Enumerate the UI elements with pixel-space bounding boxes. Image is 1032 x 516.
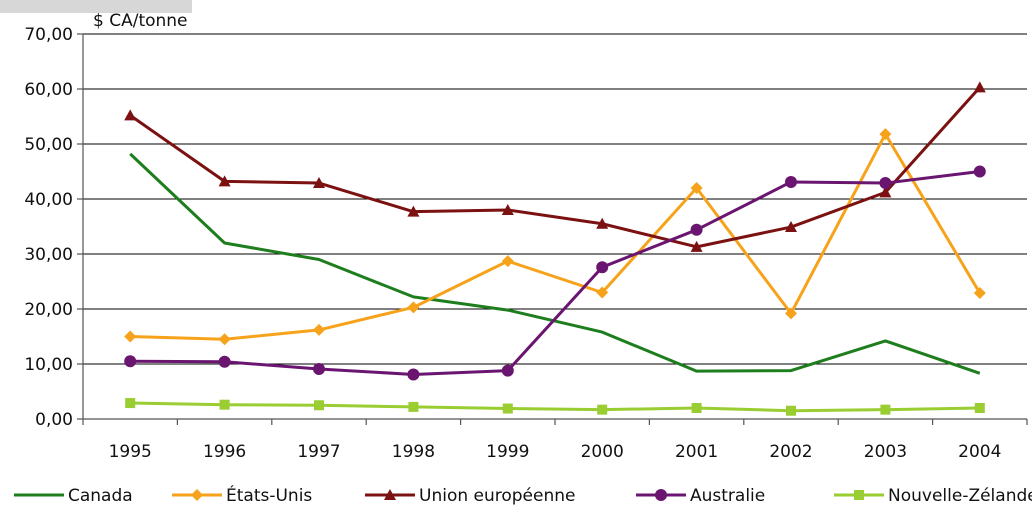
- data-point: [596, 286, 609, 299]
- data-point: [786, 405, 796, 416]
- data-point: [597, 404, 608, 415]
- data-point: [313, 323, 325, 336]
- data-point: [974, 403, 985, 413]
- data-point: [407, 301, 420, 314]
- y-tick-label: 60,00: [24, 80, 73, 100]
- series-line: [129, 152, 981, 375]
- x-tick-label: 2000: [581, 442, 624, 462]
- data-point: [879, 128, 892, 141]
- data-point: [690, 223, 703, 236]
- data-point: [124, 109, 137, 121]
- data-point: [596, 217, 609, 229]
- x-tick-label: 1999: [486, 442, 529, 462]
- data-point: [218, 175, 231, 187]
- legend-swatch-marker: [191, 489, 203, 501]
- legend-item: Nouvelle-Zélande: [834, 486, 1032, 506]
- data-point: [785, 307, 797, 320]
- series-line: [130, 132, 982, 341]
- data-point: [408, 401, 419, 412]
- legend-item: Union européenne: [365, 486, 576, 506]
- series: [124, 81, 986, 416]
- legend-label: Union européenne: [419, 486, 576, 506]
- legend-label: Canada: [68, 486, 133, 506]
- y-tick-label: 50,00: [24, 135, 73, 155]
- x-tick-label: 1998: [392, 442, 435, 462]
- legend-item: Canada: [14, 486, 133, 506]
- data-point: [973, 287, 986, 300]
- gridlines: [83, 33, 1027, 365]
- data-point: [218, 333, 231, 346]
- legend-label: Nouvelle-Zélande: [888, 486, 1032, 506]
- legend-swatch-marker: [854, 490, 864, 500]
- x-tick-label: 2002: [769, 442, 812, 462]
- data-point: [502, 403, 513, 414]
- data-point: [880, 404, 891, 415]
- data-point: [124, 355, 137, 368]
- data-point: [219, 399, 230, 410]
- legend-swatch-marker: [655, 489, 667, 501]
- y-tick-label: 10,00: [24, 355, 73, 375]
- data-point: [973, 165, 986, 178]
- series-3: [124, 165, 986, 381]
- data-point: [125, 398, 136, 409]
- y-axis-unit-label: $ CA/tonne: [93, 11, 188, 31]
- data-point: [596, 261, 609, 274]
- series-1: [124, 128, 986, 346]
- axes: 0,00 10,00 20,00 30,00 40,00 50,00 60,00 70,00 1…: [24, 25, 1028, 462]
- legend-label: Australie: [690, 486, 765, 506]
- legend: Canada États-Unis Union européenne Australi…: [14, 484, 1032, 506]
- data-point: [879, 186, 892, 198]
- data-point: [879, 177, 892, 190]
- legend-item: Australie: [636, 486, 765, 506]
- legend-swatch-marker: [384, 489, 396, 500]
- series-line: [130, 401, 980, 413]
- data-point: [313, 362, 325, 375]
- data-point: [690, 182, 703, 194]
- series-4: [125, 398, 985, 416]
- series-2: [124, 81, 986, 252]
- x-tick-label: 1995: [109, 442, 152, 462]
- y-tick-label: 40,00: [24, 190, 73, 210]
- corner-tab: [0, 0, 192, 13]
- x-tick-label: 1997: [297, 442, 340, 462]
- data-point: [785, 221, 797, 233]
- data-point: [973, 81, 986, 93]
- legend-label: États-Unis: [226, 484, 312, 506]
- series-line: [129, 86, 981, 249]
- data-point: [785, 175, 797, 188]
- data-point: [124, 330, 137, 343]
- x-tick-label: 2004: [958, 442, 1001, 462]
- data-point: [690, 240, 703, 252]
- data-point: [407, 205, 420, 217]
- data-point: [218, 355, 231, 368]
- data-point: [691, 403, 702, 413]
- y-tick-label: 70,00: [24, 25, 73, 45]
- legend-item: États-Unis: [172, 484, 312, 506]
- series-line: [130, 170, 980, 376]
- data-point: [501, 364, 514, 377]
- data-point: [501, 255, 514, 268]
- y-tick-label: 0,00: [35, 410, 73, 430]
- data-point: [501, 204, 514, 215]
- x-tick-label: 1996: [203, 442, 246, 462]
- y-tick-label: 30,00: [24, 245, 73, 265]
- data-point: [313, 177, 325, 189]
- x-tick-label: 2003: [864, 442, 907, 462]
- data-point: [407, 368, 420, 381]
- series-0: [129, 152, 981, 375]
- data-point: [314, 400, 324, 411]
- x-tick-label: 2001: [675, 442, 718, 462]
- y-tick-label: 20,00: [24, 300, 73, 320]
